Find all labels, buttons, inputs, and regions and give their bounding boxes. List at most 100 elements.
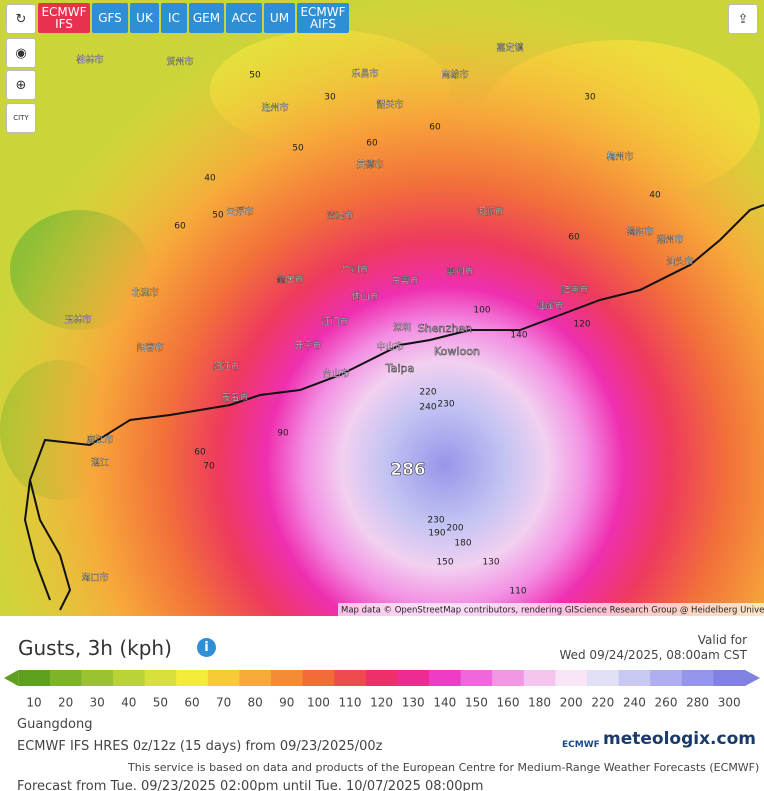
scale-tick-label: 30: [90, 696, 105, 710]
scale-end: [745, 670, 760, 686]
model-button[interactable]: GEM: [189, 3, 224, 33]
model-button[interactable]: UK: [130, 3, 159, 33]
contour-label: 150: [436, 558, 453, 568]
scale-tick-label: 100: [307, 696, 330, 710]
contour-label: 200: [446, 524, 463, 534]
place-label: 江门市: [321, 316, 348, 328]
model-button[interactable]: IC: [161, 3, 187, 33]
contour-label: 40: [649, 191, 661, 201]
place-label: 湛江: [91, 458, 109, 469]
scale-segment: [239, 670, 272, 686]
scale-segment: [460, 670, 493, 686]
gust-field: [0, 0, 764, 616]
place-label: 广州市: [341, 264, 368, 276]
contour-label: 50: [212, 211, 224, 221]
scale-tick-label: 260: [655, 696, 678, 710]
place-label: 梅州市: [606, 151, 633, 163]
scale-segment: [681, 670, 714, 686]
scale-segment: [650, 670, 683, 686]
location-button[interactable]: ◉: [6, 38, 36, 68]
contour-label: 130: [482, 558, 499, 568]
contour-label: 60: [568, 233, 580, 243]
scale-tick-label: 150: [465, 696, 488, 710]
scale-segment: [176, 670, 209, 686]
place-label: Shenzhen: [418, 322, 472, 335]
contour-label: 70: [203, 462, 215, 472]
scale-tick-label: 40: [121, 696, 136, 710]
model-button[interactable]: UM: [264, 3, 295, 33]
place-label: 河源市: [476, 206, 503, 218]
valid-label: Valid for: [697, 633, 747, 647]
contour-label: 40: [204, 174, 216, 184]
refresh-button[interactable]: ↻: [6, 4, 36, 34]
place-label: 肇庆市: [276, 274, 303, 286]
scale-tick-label: 80: [248, 696, 263, 710]
scale-segment: [365, 670, 398, 686]
map: 286 Map data © OpenStreetMap contributor…: [0, 0, 764, 616]
model-button[interactable]: ECMWF IFS: [38, 3, 90, 33]
place-label: 东莞市: [391, 275, 418, 287]
place-label: 桂林市: [76, 54, 103, 66]
place-label: 阳春市: [136, 342, 163, 354]
place-label: 英德市: [356, 159, 383, 171]
contour-label: 60: [366, 139, 378, 149]
model-button[interactable]: ECMWF AIFS: [297, 3, 349, 33]
legend-title: Gusts, 3h (kph): [18, 636, 172, 660]
place-label: 茂名市: [221, 392, 248, 404]
place-label: 乐昌市: [351, 68, 378, 80]
scale-segment: [144, 670, 177, 686]
brand: meteologix.com: [603, 729, 756, 749]
place-label: 嘉定镇: [496, 42, 523, 54]
forecast-range: Forecast from Tue. 09/23/2025 02:00pm un…: [17, 779, 484, 791]
scale-segment: [713, 670, 746, 686]
scale-segment: [555, 670, 588, 686]
place-label: 海口市: [81, 572, 108, 584]
place-label: 揭阳市: [626, 226, 653, 238]
place-label: 北流市: [131, 287, 158, 299]
place-label: 廉江市: [86, 434, 113, 446]
contour-label: 110: [509, 587, 526, 597]
info-button[interactable]: i: [197, 638, 216, 657]
scale-tick-label: 70: [216, 696, 231, 710]
contour-label: 90: [277, 429, 289, 439]
place-label: 潮州市: [656, 234, 683, 246]
model-button[interactable]: ACC: [226, 3, 262, 33]
scale-segment: [81, 670, 114, 686]
place-label: 清远市: [326, 210, 353, 222]
place-label: 陆丰市: [561, 284, 588, 296]
place-label: 贺州市: [166, 56, 193, 68]
place-label: 韶关市: [376, 99, 403, 111]
zoom-button[interactable]: ⊕: [6, 70, 36, 100]
scale-segment: [49, 670, 82, 686]
scale-tick-label: 140: [433, 696, 456, 710]
contour-label: 100: [473, 306, 490, 316]
scale-tick-label: 110: [339, 696, 362, 710]
scale-segment: [18, 670, 51, 686]
scale-tick-label: 60: [184, 696, 199, 710]
place-label: 汕头市: [666, 256, 693, 268]
contour-label: 50: [292, 144, 304, 154]
scale-segment: [429, 670, 462, 686]
scale-segment: [492, 670, 525, 686]
city-button[interactable]: CITY: [6, 103, 36, 133]
contour-label: 180: [454, 539, 471, 549]
contour-label: 230: [437, 400, 454, 410]
scale-tick-label: 90: [279, 696, 294, 710]
model-button[interactable]: GFS: [92, 3, 128, 33]
contour-label: 60: [174, 222, 186, 232]
contour-label: 120: [573, 320, 590, 330]
scale-tick-label: 160: [497, 696, 520, 710]
place-label: 玉林市: [64, 314, 91, 326]
place-label: Kowloon: [434, 345, 480, 358]
scale-tick-label: 280: [686, 696, 709, 710]
scale-segment: [113, 670, 146, 686]
contour-label: 240: [419, 403, 436, 413]
place-label: 连州市: [261, 102, 288, 114]
color-scale: 10 20 30 40 50 60 70 80 90 100 110 120 130 140 150 160 1…: [4, 670, 760, 710]
share-button[interactable]: ⇪: [728, 4, 758, 34]
scale-tick-label: 50: [153, 696, 168, 710]
contour-label: 190: [428, 529, 445, 539]
place-label: 深圳: [393, 323, 411, 334]
ecmwf-logo: ECMWF: [562, 740, 600, 750]
